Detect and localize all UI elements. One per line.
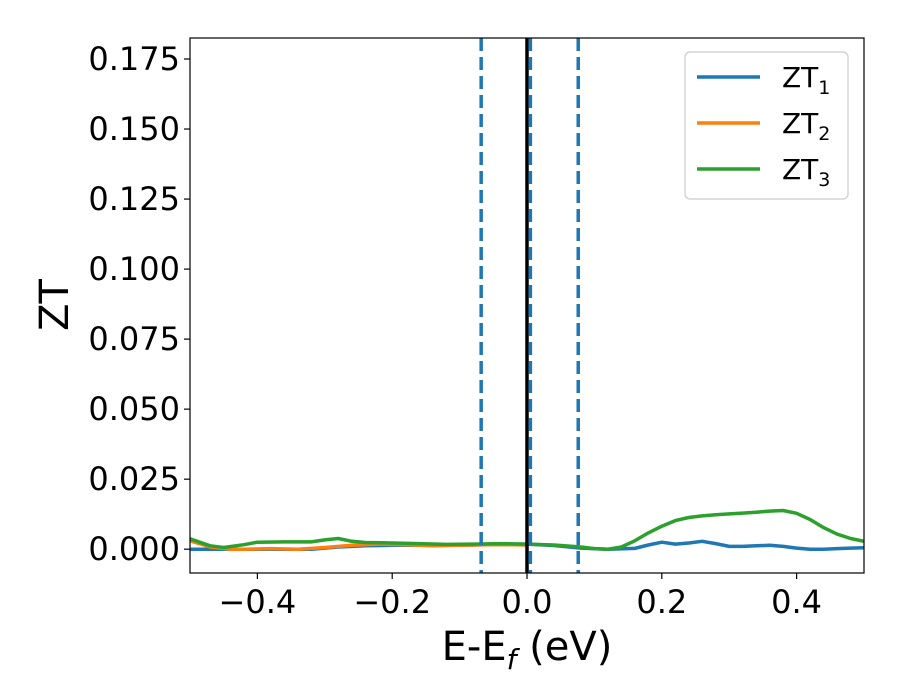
x-axis-ticks: −0.4 −0.2 0.0 0.2 0.4: [219, 573, 822, 621]
y-tick-label: 0.025: [88, 460, 180, 498]
y-tick-label: 0.000: [88, 530, 180, 568]
legend-box: [684, 51, 849, 200]
legend-label: ZT3: [782, 153, 830, 191]
series-line-zt3: [190, 508, 864, 551]
plot-content: [190, 38, 864, 573]
legend: ZT1 ZT2 ZT3: [684, 51, 849, 200]
legend-label: ZT2: [782, 107, 830, 145]
y-axis-label: ZT: [32, 279, 78, 331]
y-tick-label: 0.075: [88, 320, 180, 358]
legend-entry-zt3: ZT3: [697, 153, 830, 191]
y-tick-label: 0.050: [88, 390, 180, 428]
x-tick-label: 0.4: [771, 583, 822, 621]
x-tick-label: −0.4: [219, 583, 297, 621]
legend-entry-zt2: ZT2: [697, 107, 830, 145]
y-tick-label: 0.150: [88, 110, 180, 148]
y-tick-label: 0.100: [88, 250, 180, 288]
legend-label: ZT1: [782, 61, 830, 99]
legend-entry-zt1: ZT1: [697, 61, 830, 99]
y-axis-ticks: 0.000 0.025 0.050 0.075 0.100 0.125 0.150 0.175: [88, 40, 190, 568]
x-tick-label: 0.0: [502, 583, 553, 621]
x-tick-label: 0.2: [636, 583, 687, 621]
x-axis-label: E-Ef (eV): [442, 624, 613, 676]
y-tick-label: 0.175: [88, 40, 180, 78]
x-tick-label: −0.2: [353, 583, 431, 621]
y-tick-label: 0.125: [88, 180, 180, 218]
